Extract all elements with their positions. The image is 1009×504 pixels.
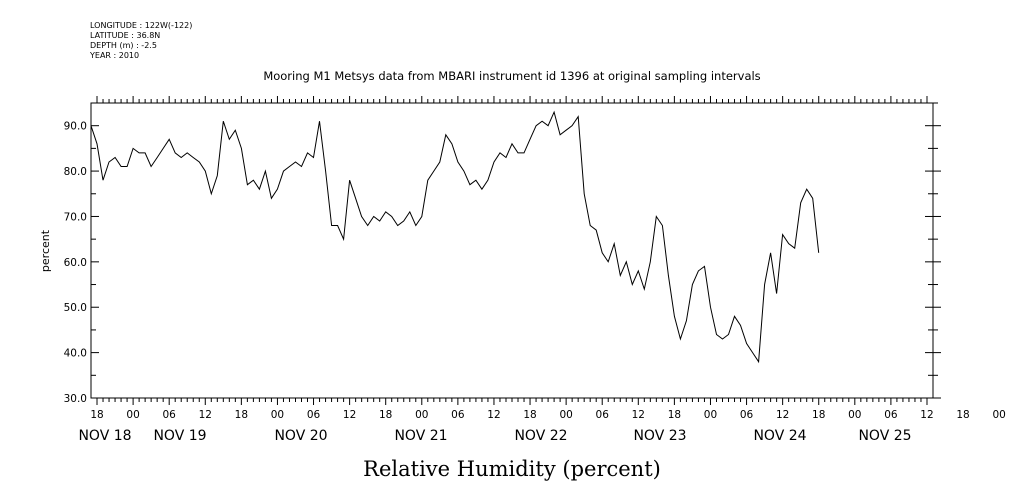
x-tick-label: 00 bbox=[415, 409, 428, 421]
day-label: NOV 19 bbox=[153, 428, 206, 444]
x-tick-label: 12 bbox=[776, 409, 789, 421]
year-label: YEAR : 2010 bbox=[90, 51, 140, 60]
y-tick-label: 40.0 bbox=[64, 348, 87, 360]
x-tick-label: 12 bbox=[487, 409, 500, 421]
y-tick-label: 80.0 bbox=[64, 166, 87, 178]
plot-frame bbox=[90, 102, 934, 399]
x-tick-label: 12 bbox=[632, 409, 645, 421]
axis-ticks bbox=[91, 96, 941, 405]
y-tick-label: 60.0 bbox=[64, 257, 87, 269]
x-tick-label: 00 bbox=[271, 409, 284, 421]
y-tick-label: 90.0 bbox=[64, 121, 87, 133]
x-tick-label: 00 bbox=[126, 409, 139, 421]
x-tick-label: 18 bbox=[523, 409, 536, 421]
chart-title: Mooring M1 Metsys data from MBARI instru… bbox=[263, 69, 760, 83]
x-tick-label: 18 bbox=[90, 409, 103, 421]
day-label: NOV 25 bbox=[858, 428, 911, 444]
x-tick-label: 18 bbox=[812, 409, 825, 421]
x-tick-label: 18 bbox=[668, 409, 681, 421]
x-tick-label: 06 bbox=[451, 409, 465, 421]
x-tick-label: 06 bbox=[307, 409, 321, 421]
y-tick-labels: 30.0 40.0 50.0 60.0 70.0 80.0 90.0 bbox=[64, 121, 87, 405]
day-label: NOV 24 bbox=[753, 428, 806, 444]
y-tick-label: 70.0 bbox=[64, 211, 87, 223]
x-tick-label: 18 bbox=[379, 409, 392, 421]
x-tick-label: 12 bbox=[343, 409, 356, 421]
depth-label: DEPTH (m) : -2.5 bbox=[90, 41, 157, 50]
x-tick-label: 00 bbox=[559, 409, 572, 421]
y-axis-label: percent bbox=[39, 229, 52, 272]
x-tick-label: 00 bbox=[992, 409, 1005, 421]
latitude-label: LATITUDE : 36.8N bbox=[90, 31, 161, 40]
day-label: NOV 21 bbox=[394, 428, 447, 444]
series-group bbox=[90, 110, 820, 364]
x-tick-label: 06 bbox=[740, 409, 754, 421]
x-axis-label: Relative Humidity (percent) bbox=[363, 457, 661, 481]
x-tick-label: 18 bbox=[956, 409, 969, 421]
x-tick-label: 06 bbox=[884, 409, 898, 421]
location-metadata: LONGITUDE : 122W(-122) LATITUDE : 36.8N … bbox=[90, 21, 192, 61]
x-tick-label: 00 bbox=[848, 409, 861, 421]
day-label: NOV 22 bbox=[514, 428, 567, 444]
x-tick-labels: 18 00 06 12 18 00 06 12 18 00 06 12 18 00 06 12 18 00 06 12… bbox=[90, 409, 1006, 421]
x-tick-label: 12 bbox=[199, 409, 212, 421]
x-tick-label: 06 bbox=[596, 409, 610, 421]
x-tick-label: 06 bbox=[162, 409, 176, 421]
x-tick-label: 00 bbox=[704, 409, 717, 421]
day-label: NOV 23 bbox=[633, 428, 686, 444]
day-label: NOV 20 bbox=[274, 428, 327, 444]
longitude-label: LONGITUDE : 122W(-122) bbox=[90, 21, 193, 30]
day-label: NOV 18 bbox=[78, 428, 131, 444]
series-line bbox=[90, 110, 820, 364]
day-labels: NOV 18 NOV 19 NOV 20 NOV 21 NOV 22 NOV 23 NOV … bbox=[78, 428, 911, 444]
y-tick-label: 50.0 bbox=[64, 302, 87, 314]
x-tick-label: 12 bbox=[920, 409, 933, 421]
y-tick-label: 30.0 bbox=[64, 393, 87, 405]
x-tick-label: 18 bbox=[235, 409, 248, 421]
